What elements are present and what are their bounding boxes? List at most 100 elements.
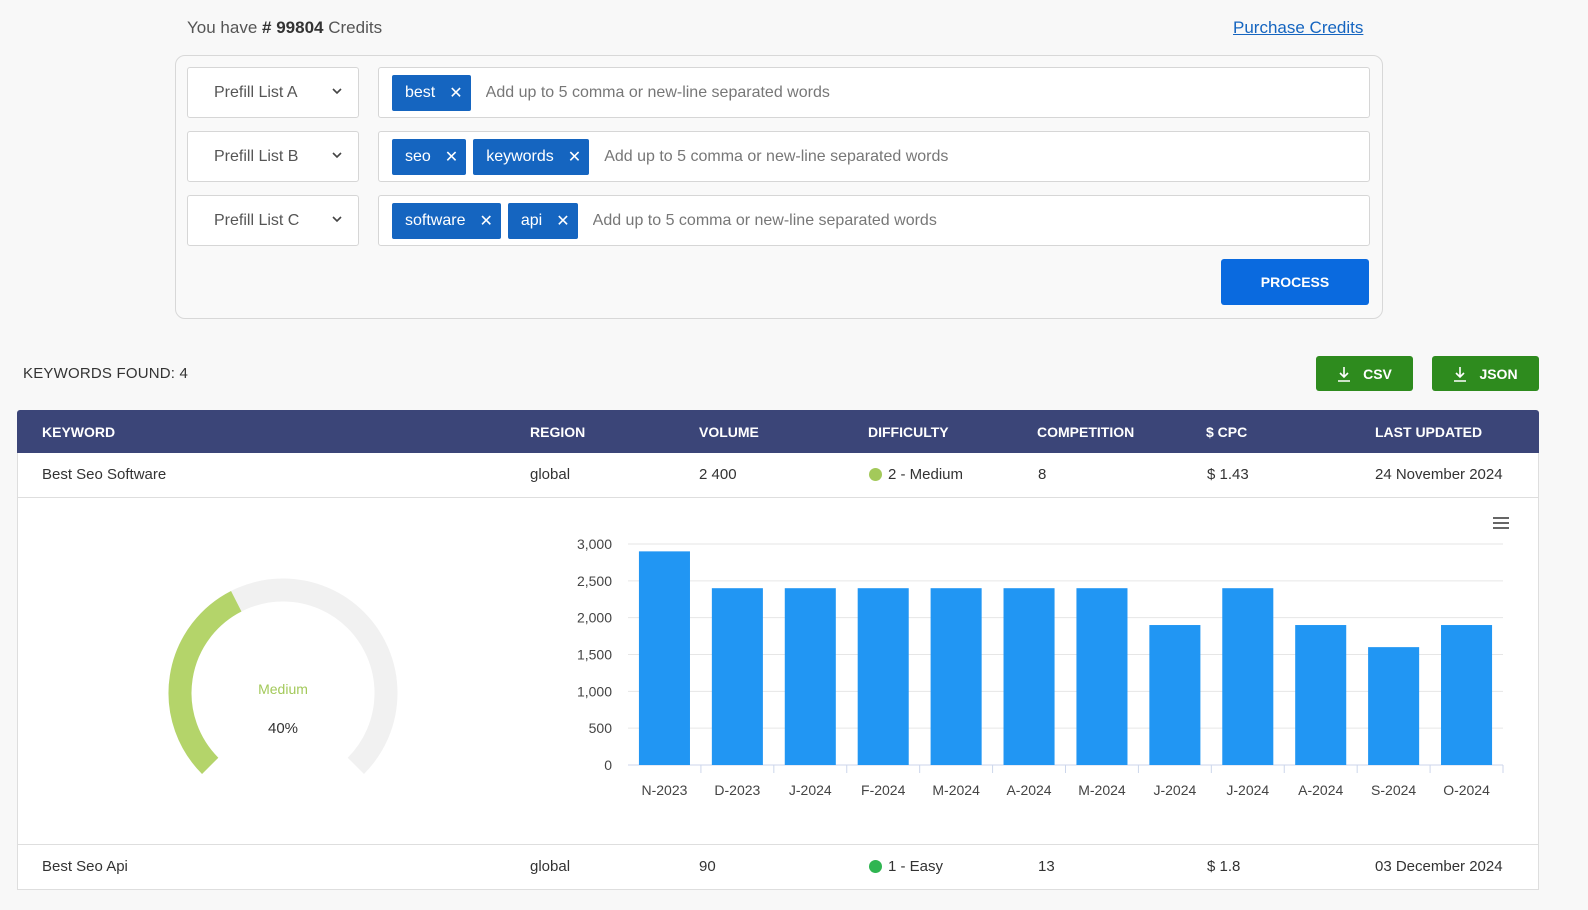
column-header-competition[interactable]: COMPETITION bbox=[1037, 424, 1135, 440]
close-icon[interactable]: ✕ bbox=[567, 148, 582, 166]
chevron-down-icon bbox=[332, 88, 342, 95]
cell-cpc: $ 1.43 bbox=[1207, 466, 1249, 483]
credits-text: You have # 99804 Credits bbox=[187, 18, 382, 38]
cell-competition: 13 bbox=[1038, 858, 1055, 875]
chart-bar bbox=[1076, 588, 1128, 765]
chart-bar bbox=[930, 588, 982, 765]
gauge-value-arc bbox=[168, 590, 242, 774]
tag-chip: software ✕ bbox=[392, 202, 501, 239]
prefill-row-a: Prefill List A best ✕ bbox=[187, 67, 1370, 119]
chart-bar bbox=[638, 551, 690, 765]
table-header: KEYWORD REGION VOLUME DIFFICULTY COMPETI… bbox=[17, 410, 1539, 453]
chart-y-tick-label: 1,500 bbox=[577, 647, 612, 663]
table-row[interactable]: Best Seo Api global 90 1 - Easy 13 $ 1.8… bbox=[17, 845, 1539, 890]
tag-input-box-b[interactable]: seo ✕ keywords ✕ bbox=[378, 131, 1370, 182]
tag-text-input[interactable] bbox=[602, 146, 1369, 167]
credits-count: 99804 bbox=[276, 18, 324, 37]
purchase-credits-link[interactable]: Purchase Credits bbox=[1233, 18, 1364, 37]
process-button[interactable]: PROCESS bbox=[1221, 259, 1369, 305]
column-header-keyword[interactable]: KEYWORD bbox=[42, 424, 116, 440]
cell-volume: 2 400 bbox=[699, 466, 737, 483]
download-json-button[interactable]: JSON bbox=[1432, 356, 1539, 391]
chart-y-tick-label: 0 bbox=[604, 757, 612, 773]
tag-chip: best ✕ bbox=[392, 74, 471, 111]
chart-bar bbox=[857, 588, 909, 765]
cell-difficulty: 2 - Medium bbox=[869, 466, 963, 483]
column-header-region[interactable]: REGION bbox=[530, 424, 586, 440]
chevron-down-icon bbox=[332, 216, 342, 223]
gauge-label: Medium bbox=[258, 681, 308, 697]
chart-y-tick-label: 1,000 bbox=[577, 683, 612, 699]
tag-label: keywords bbox=[486, 147, 554, 165]
column-header-cpc[interactable]: $ CPC bbox=[1206, 424, 1248, 440]
chart-y-tick-label: 2,500 bbox=[577, 573, 612, 589]
cell-difficulty: 1 - Easy bbox=[869, 858, 943, 875]
cell-competition: 8 bbox=[1038, 466, 1047, 483]
tag-input-box-a[interactable]: best ✕ bbox=[378, 67, 1370, 118]
download-icon bbox=[1338, 366, 1351, 382]
difficulty-dot bbox=[869, 860, 882, 873]
chart-x-tick-label: D-2023 bbox=[714, 782, 760, 798]
close-icon[interactable]: ✕ bbox=[449, 84, 463, 102]
search-volume-bar-chart: 0 500 1,000 1,500 2,000 2,500 3,000 N-2023 D-202… bbox=[577, 536, 1504, 798]
chart-y-tick-label: 2,000 bbox=[577, 610, 612, 626]
prefill-select-b[interactable]: Prefill List B bbox=[187, 131, 359, 182]
column-header-volume[interactable]: VOLUME bbox=[699, 424, 759, 440]
chart-x-tick-label: M-2024 bbox=[1078, 782, 1126, 798]
close-icon[interactable]: ✕ bbox=[556, 212, 570, 230]
tag-label: best bbox=[405, 83, 436, 101]
column-header-difficulty[interactable]: DIFFICULTY bbox=[868, 424, 949, 440]
tag-text-input[interactable] bbox=[590, 210, 1369, 231]
tag-label: software bbox=[405, 211, 466, 229]
hamburger-menu-icon[interactable] bbox=[1492, 516, 1510, 530]
tag-input-box-c[interactable]: software ✕ api ✕ bbox=[378, 195, 1370, 246]
cell-volume: 90 bbox=[699, 858, 716, 875]
prefill-select-a[interactable]: Prefill List A bbox=[187, 67, 359, 118]
difficulty-gauge: Medium 40% bbox=[168, 578, 398, 774]
close-icon[interactable]: ✕ bbox=[479, 212, 493, 230]
prefill-row-b: Prefill List B seo ✕ keywords ✕ bbox=[187, 131, 1370, 183]
credits-suffix: Credits bbox=[328, 18, 383, 37]
csv-label: CSV bbox=[1363, 365, 1392, 382]
chart-y-tick-label: 500 bbox=[589, 720, 613, 736]
chart-x-tick-label: A-2024 bbox=[1298, 782, 1343, 798]
table-row[interactable]: Best Seo Software global 2 400 2 - Mediu… bbox=[17, 453, 1539, 498]
tag-text-input[interactable] bbox=[483, 82, 1369, 103]
keyword-input-panel: Prefill List A best ✕ Prefill List B seo… bbox=[175, 55, 1383, 319]
difficulty-label: 1 - Easy bbox=[888, 858, 944, 875]
chart-x-tick-label: O-2024 bbox=[1443, 782, 1490, 798]
chart-bar bbox=[784, 588, 836, 765]
column-header-last-updated[interactable]: LAST UPDATED bbox=[1375, 424, 1483, 440]
chart-bar bbox=[1149, 625, 1201, 765]
chart-bar bbox=[1003, 588, 1055, 765]
cell-last-updated: 03 December 2024 bbox=[1375, 858, 1503, 875]
cell-keyword: Best Seo Api bbox=[42, 858, 128, 875]
chart-x-tick-label: M-2024 bbox=[932, 782, 980, 798]
json-label: JSON bbox=[1479, 365, 1518, 382]
download-csv-button[interactable]: CSV bbox=[1316, 356, 1413, 391]
gauge-percent: 40% bbox=[268, 720, 298, 737]
cell-cpc: $ 1.8 bbox=[1207, 858, 1241, 875]
difficulty-label: 2 - Medium bbox=[888, 466, 964, 483]
tag-chip: seo ✕ bbox=[392, 138, 467, 175]
close-icon[interactable]: ✕ bbox=[444, 148, 459, 166]
difficulty-dot bbox=[869, 468, 882, 481]
chart-x-tick-label: J-2024 bbox=[1226, 782, 1269, 798]
tag-chip: keywords ✕ bbox=[473, 138, 590, 175]
chart-x-tick-label: J-2024 bbox=[1153, 782, 1196, 798]
cell-last-updated: 24 November 2024 bbox=[1375, 466, 1503, 483]
cell-region: global bbox=[530, 858, 571, 875]
cell-region: global bbox=[530, 466, 571, 483]
keywords-table: KEYWORD REGION VOLUME DIFFICULTY COMPETI… bbox=[17, 410, 1539, 890]
prefill-select-label: Prefill List B bbox=[214, 147, 299, 165]
credits-prefix: You have bbox=[187, 18, 258, 37]
prefill-select-c[interactable]: Prefill List C bbox=[187, 195, 359, 246]
chart-x-tick-label: J-2024 bbox=[789, 782, 832, 798]
chart-x-tick-label: F-2024 bbox=[861, 782, 906, 798]
chart-bar bbox=[1222, 588, 1274, 765]
chart-bar bbox=[1295, 625, 1347, 765]
chart-y-tick-label: 3,000 bbox=[577, 536, 612, 552]
chart-x-tick-label: S-2024 bbox=[1371, 782, 1416, 798]
credits-hash: # bbox=[262, 18, 272, 37]
prefill-row-c: Prefill List C software ✕ api ✕ bbox=[187, 195, 1370, 247]
